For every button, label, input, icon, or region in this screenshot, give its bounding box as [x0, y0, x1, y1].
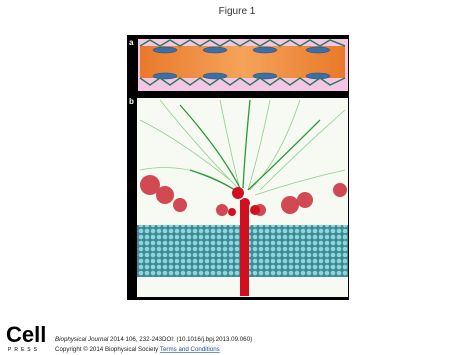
terms-link[interactable]: Terms and Conditions [160, 346, 220, 353]
citation-text: 2014 106, 232-243DOI: (10.1016/j.bpj.201… [110, 336, 252, 343]
citation: Biophysical Journal 2014 106, 232-243DOI… [55, 336, 252, 343]
panel-label: a [129, 38, 134, 47]
copyright-text: Copyright © 2014 Biophysical Society [55, 346, 159, 353]
figure-title: Figure 1 [219, 6, 256, 17]
journal: Biophysical Journal [55, 336, 109, 343]
panel-a-image [138, 39, 348, 91]
copyright: Copyright © 2014 Biophysical Society Ter… [55, 346, 220, 353]
logo-sub: PRESS [8, 347, 40, 353]
logo: Cell [6, 322, 46, 347]
panel-b-image [137, 98, 348, 297]
panel-label: b [129, 97, 134, 106]
